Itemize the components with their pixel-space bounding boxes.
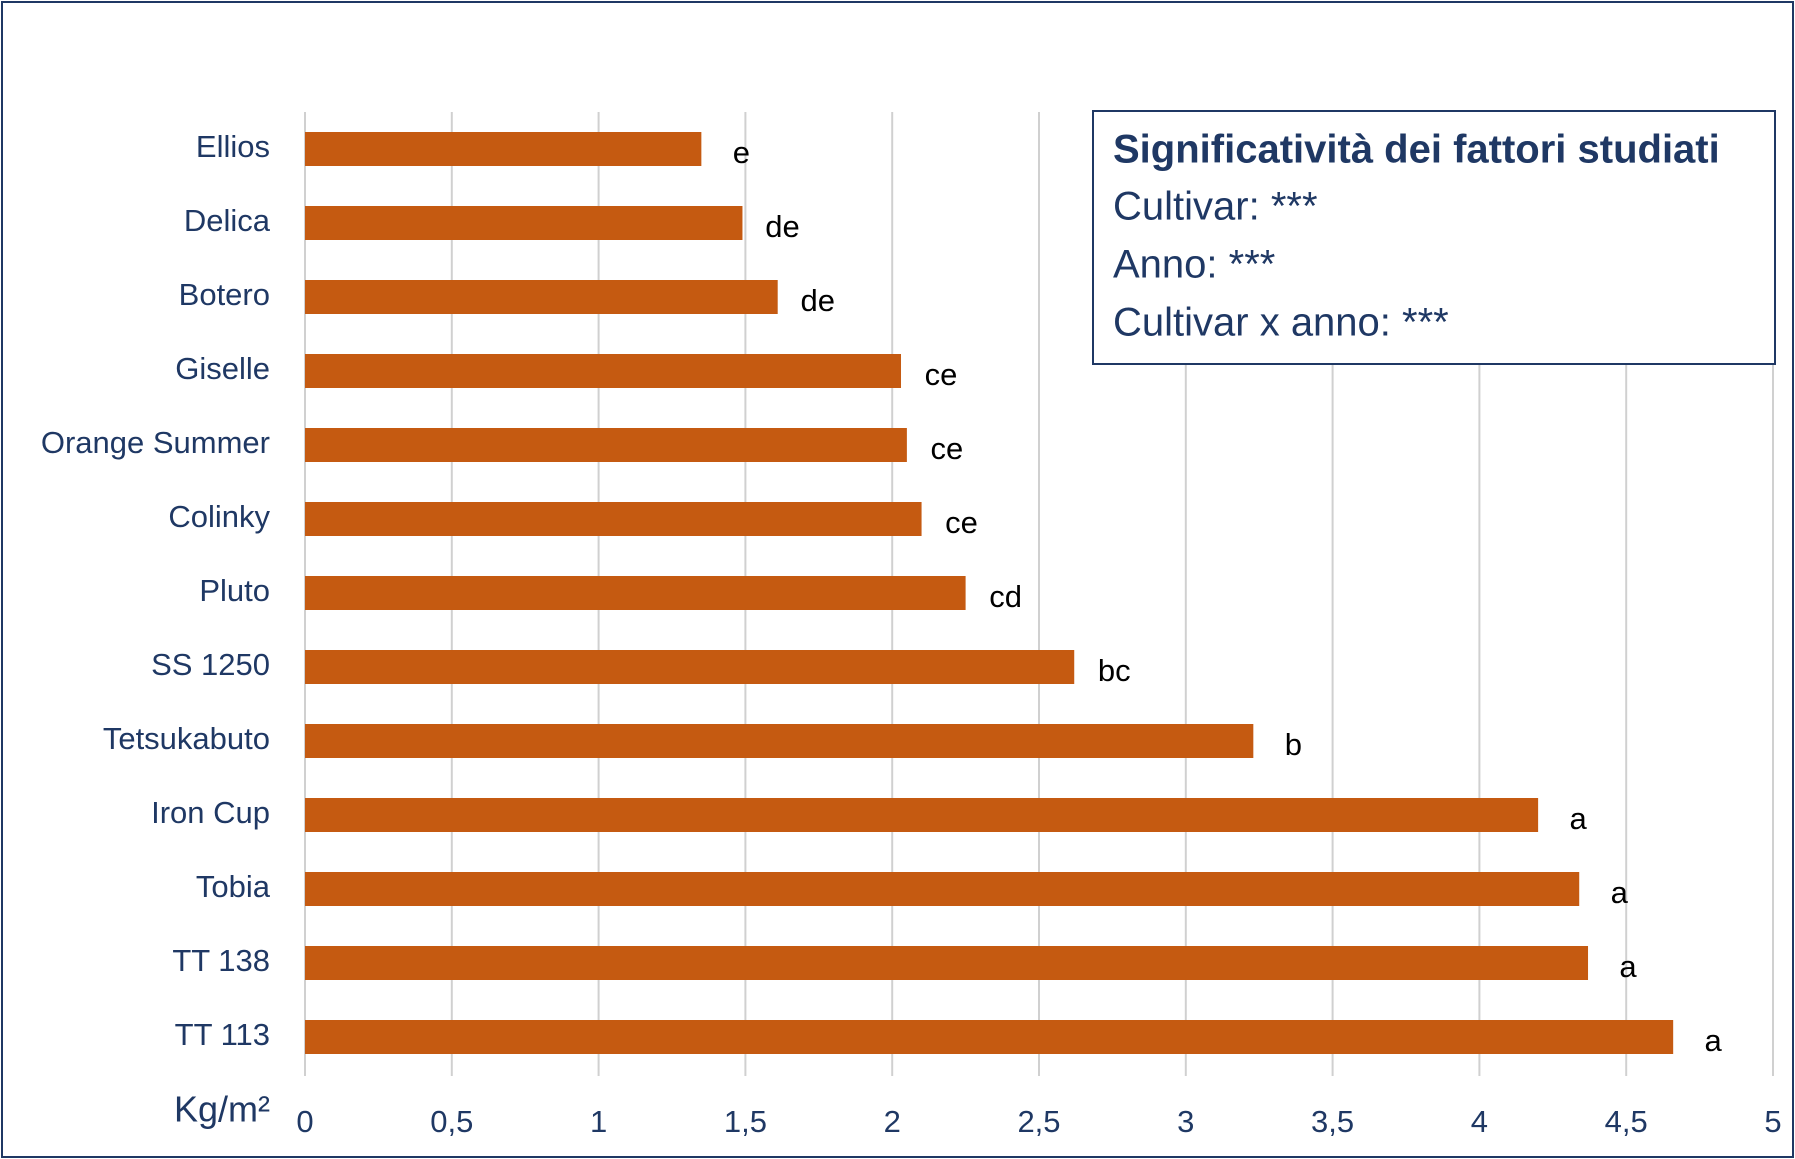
legend-line: Anno: *** <box>1113 243 1275 287</box>
x-tick-label: 1,5 <box>724 1104 767 1139</box>
legend-line: Cultivar: *** <box>1113 185 1318 229</box>
bar <box>305 872 1580 906</box>
bar <box>305 576 966 610</box>
significance-letter: a <box>1705 1023 1723 1058</box>
bar <box>305 946 1589 980</box>
y-tick-label: Orange Summer <box>41 425 270 460</box>
bar <box>305 354 902 388</box>
bar <box>305 206 743 240</box>
x-tick-label: 0 <box>296 1104 313 1139</box>
y-tick-label: TT 138 <box>172 943 270 978</box>
significance-letter: de <box>800 283 834 318</box>
y-tick-label: Tobia <box>196 869 271 904</box>
significance-letter: e <box>733 135 750 170</box>
bar <box>305 650 1075 684</box>
bar <box>305 798 1539 832</box>
significance-letter: b <box>1285 727 1302 762</box>
legend-title: Significatività dei fattori studiati <box>1113 128 1720 172</box>
y-tick-label: Tetsukabuto <box>103 721 270 756</box>
x-tick-label: 2 <box>884 1104 901 1139</box>
significance-letter: a <box>1569 801 1587 836</box>
x-tick-label: 2,5 <box>1017 1104 1060 1139</box>
y-tick-label: Delica <box>184 203 271 238</box>
y-tick-label: Colinky <box>168 499 270 534</box>
significance-letter: bc <box>1098 653 1131 688</box>
significance-letter: a <box>1619 949 1637 984</box>
y-tick-label: TT 113 <box>175 1017 270 1052</box>
bar <box>305 724 1254 758</box>
bar <box>305 502 922 536</box>
y-tick-label: Pluto <box>199 573 270 608</box>
significance-letter: ce <box>925 357 958 392</box>
x-tick-label: 5 <box>1764 1104 1781 1139</box>
y-tick-label: SS 1250 <box>151 647 270 682</box>
bar <box>305 132 702 166</box>
significance-letter: ce <box>945 505 978 540</box>
bar <box>305 1020 1674 1054</box>
x-tick-label: 3 <box>1177 1104 1194 1139</box>
x-tick-label: 0,5 <box>430 1104 473 1139</box>
x-axis-label: Kg/m² <box>174 1089 270 1130</box>
significance-letter: cd <box>989 579 1022 614</box>
y-tick-label: Iron Cup <box>151 795 270 830</box>
y-tick-label: Botero <box>179 277 270 312</box>
x-tick-label: 4,5 <box>1605 1104 1648 1139</box>
legend-line: Cultivar x anno: *** <box>1113 301 1449 345</box>
x-tick-label: 1 <box>590 1104 607 1139</box>
y-tick-label: Giselle <box>175 351 270 386</box>
significance-letter: ce <box>931 431 964 466</box>
legend-box <box>1092 110 1776 365</box>
bar <box>305 280 778 314</box>
significance-letter: a <box>1611 875 1629 910</box>
significance-letter: de <box>765 209 799 244</box>
x-tick-label: 4 <box>1471 1104 1488 1139</box>
bar <box>305 428 907 462</box>
x-tick-label: 3,5 <box>1311 1104 1354 1139</box>
y-tick-label: Ellios <box>196 129 270 164</box>
